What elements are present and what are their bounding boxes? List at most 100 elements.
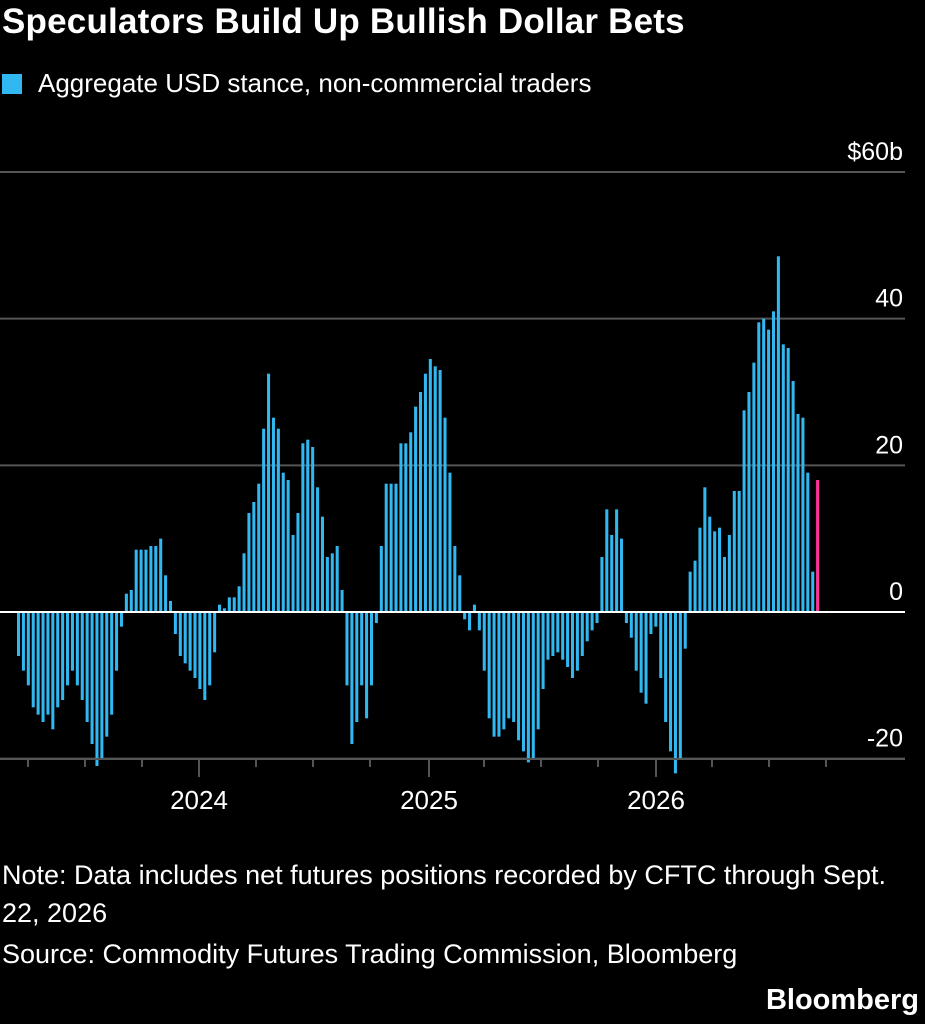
bar: [198, 612, 202, 689]
bar: [218, 604, 222, 612]
bar: [252, 502, 256, 612]
bar: [193, 612, 197, 678]
bar: [247, 513, 251, 612]
y-tick-label: 0: [889, 578, 903, 606]
bar: [379, 546, 383, 612]
bar: [404, 443, 408, 612]
bar: [526, 612, 530, 763]
y-axis-labels: $60b 40 20 0 -20: [847, 138, 903, 753]
bar: [590, 612, 594, 631]
bar: [453, 546, 457, 612]
bar: [791, 381, 795, 612]
bar-latest: [816, 480, 820, 612]
bar: [634, 612, 638, 671]
bar: [732, 491, 736, 612]
bar: [46, 612, 50, 715]
bar: [512, 612, 516, 722]
bar: [752, 362, 756, 612]
bar: [796, 414, 800, 612]
bar: [776, 256, 780, 612]
bar: [75, 612, 79, 686]
bar: [492, 612, 496, 737]
bar: [771, 311, 776, 612]
y-tick-label: -20: [867, 725, 903, 753]
bar: [399, 443, 403, 612]
bar: [232, 597, 236, 612]
bar: [394, 483, 398, 612]
x-tick-label: 2026: [627, 785, 685, 815]
bar: [21, 612, 25, 671]
bar: [767, 329, 771, 612]
bar: [620, 538, 624, 612]
bar: [419, 392, 423, 612]
y-tick-label: $60b: [847, 138, 903, 166]
bar: [747, 392, 751, 612]
bar: [605, 509, 609, 612]
bar: [345, 612, 349, 686]
bar: [286, 480, 290, 612]
bar: [66, 612, 70, 686]
bar: [477, 612, 481, 631]
bar: [546, 612, 550, 660]
bar: [678, 612, 682, 759]
bar: [448, 472, 452, 612]
bar: [536, 612, 540, 730]
bar: [110, 612, 114, 715]
bar: [414, 406, 418, 612]
bar: [41, 612, 45, 722]
bar: [507, 612, 511, 719]
bar: [698, 527, 702, 612]
bar: [423, 373, 427, 612]
bar-chart: $60b 40 20 0 -20 2024 2025 2026: [0, 138, 905, 815]
bar: [296, 513, 300, 612]
bar: [80, 612, 84, 700]
bar: [325, 557, 329, 612]
bar: [629, 612, 633, 638]
bar: [551, 612, 555, 656]
x-tick-label: 2025: [400, 785, 458, 815]
y-tick-label: 40: [875, 285, 903, 313]
bar: [737, 491, 741, 612]
bar: [360, 612, 364, 686]
bar: [183, 612, 187, 664]
legend-swatch: [2, 73, 22, 94]
bar: [561, 612, 565, 660]
bar: [237, 586, 241, 612]
bar: [575, 612, 579, 671]
bar: [718, 527, 722, 612]
bar: [497, 612, 501, 737]
bar: [70, 612, 74, 671]
bar: [811, 571, 815, 612]
bar: [482, 612, 486, 671]
bar: [208, 612, 212, 686]
bar: [320, 516, 324, 612]
bar: [36, 612, 40, 715]
bar: [595, 612, 599, 623]
x-axis: [0, 611, 905, 777]
bar: [742, 410, 746, 612]
bar: [521, 612, 525, 752]
bar: [487, 612, 491, 719]
bar: [51, 612, 55, 730]
bar: [610, 535, 614, 612]
x-tick-label: 2024: [170, 785, 228, 815]
bar: [585, 612, 589, 642]
bar: [369, 612, 374, 686]
bar: [119, 612, 123, 627]
bar: [85, 612, 89, 722]
bar: [615, 509, 619, 612]
bar: [129, 590, 133, 612]
bar: [257, 483, 261, 612]
bar: [781, 344, 785, 612]
bar: [801, 417, 805, 612]
chart-note: Note: Data includes net futures position…: [2, 860, 886, 928]
bar: [276, 428, 280, 612]
y-tick-label: 20: [875, 431, 903, 459]
bar: [722, 557, 726, 612]
bar: [659, 612, 663, 678]
bar: [213, 612, 217, 653]
legend: Aggregate USD stance, non-commercial tra…: [2, 68, 591, 99]
bar: [17, 612, 21, 656]
bar: [281, 472, 285, 612]
bar: [159, 538, 163, 612]
